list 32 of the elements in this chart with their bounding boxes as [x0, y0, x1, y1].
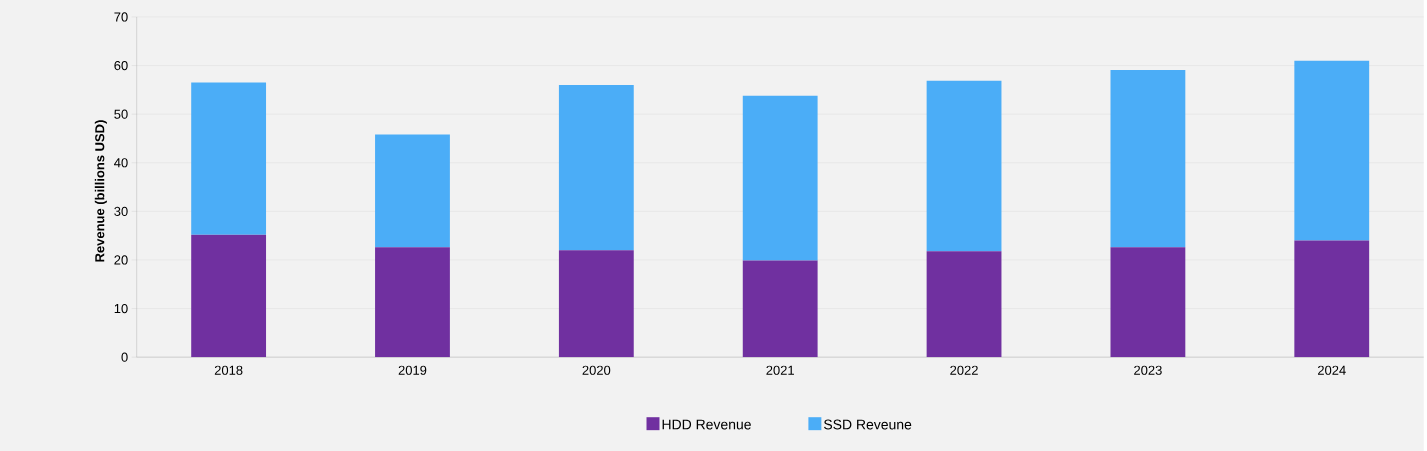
legend-label: HDD Revenue: [662, 419, 751, 430]
y-tick-label: 20: [114, 255, 128, 265]
bar: [1294, 240, 1370, 358]
y-tick-label: 40: [114, 158, 128, 168]
x-tick-label: 2019: [398, 365, 427, 375]
bar: [191, 82, 267, 235]
bar: [375, 134, 450, 248]
bar: [191, 234, 267, 358]
x-tick-label: 2021: [766, 365, 794, 375]
bar: [1110, 247, 1186, 358]
y-tick-label: 70: [114, 12, 128, 22]
bar: [742, 95, 818, 261]
bar: [558, 85, 634, 251]
bar: [926, 251, 1002, 358]
y-tick-label: 30: [114, 206, 128, 216]
x-tick-label: 2022: [950, 365, 978, 375]
bar: [1110, 69, 1186, 248]
y-tick-label: 50: [114, 109, 128, 119]
legend-label: SSD Reveune: [824, 419, 912, 430]
y-tick-label: 60: [114, 60, 128, 71]
bar: [375, 247, 450, 358]
bar: [558, 250, 634, 358]
x-tick-label: 2023: [1134, 365, 1162, 375]
y-tick-label: 10: [114, 303, 128, 314]
bar: [742, 260, 818, 358]
x-tick-label: 2018: [214, 365, 243, 375]
x-tick-label: 2020: [582, 365, 611, 375]
x-tick-label: 2024: [1317, 365, 1346, 375]
bar: [926, 80, 1002, 252]
bar: [1294, 60, 1370, 241]
y-tick-label: 0: [121, 352, 128, 362]
y-axis-title: Revenue (billions USD): [94, 120, 107, 262]
